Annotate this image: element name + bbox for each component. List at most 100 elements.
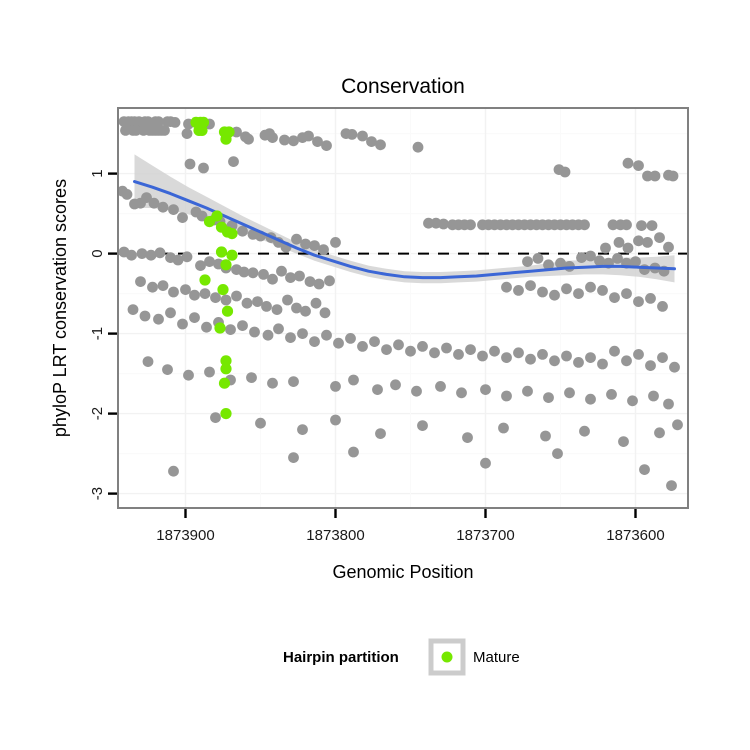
- scatter-point-other: [618, 436, 629, 447]
- legend: Hairpin partition Mature: [283, 638, 520, 676]
- scatter-point-other: [228, 156, 239, 168]
- scatter-point-other: [288, 376, 299, 387]
- scatter-point-other: [309, 336, 320, 347]
- scatter-point-other: [537, 349, 548, 360]
- scatter-point-other: [121, 189, 133, 200]
- scatter-point-other: [199, 288, 211, 299]
- scatter-point-other: [312, 136, 323, 148]
- scatter-point-mature: [220, 355, 232, 367]
- scatter-point-other: [159, 124, 170, 136]
- scatter-point-other: [297, 424, 308, 435]
- scatter-point-mature: [220, 408, 232, 420]
- scatter-point-other: [561, 283, 572, 295]
- scatter-point-mature: [199, 274, 211, 286]
- scatter-point-other: [633, 349, 644, 360]
- scatter-point-other: [294, 270, 305, 282]
- scatter-point-other: [501, 390, 512, 402]
- scatter-point-other: [366, 136, 377, 148]
- scatter-point-other: [357, 341, 368, 352]
- scatter-point-other: [267, 132, 278, 144]
- scatter-point-other: [220, 294, 232, 306]
- scatter-point-other: [157, 201, 169, 213]
- scatter-point-other: [513, 285, 524, 296]
- scatter-point-other: [417, 341, 428, 352]
- scatter-point-other: [579, 219, 590, 231]
- scatter-point-other: [241, 297, 253, 309]
- scatter-point-other: [594, 255, 605, 267]
- page-title: Conservation: [341, 75, 465, 98]
- scatter-point-other: [141, 192, 152, 204]
- scatter-point-other: [291, 302, 302, 314]
- scatter-point-mature: [220, 133, 232, 145]
- scatter-point-other: [136, 248, 148, 259]
- scatter-point-other: [666, 480, 677, 491]
- scatter-point-other: [663, 398, 674, 410]
- scatter-point-other: [321, 140, 332, 152]
- scatter-point-other: [321, 329, 332, 341]
- loess-fit-line: [133, 180, 676, 280]
- scatter-point-other: [300, 238, 311, 250]
- scatter-point-other: [279, 134, 290, 146]
- scatter-point-other: [552, 448, 563, 459]
- scatter-point-other: [309, 240, 320, 252]
- scatter-point-other: [196, 210, 208, 222]
- scatter-point-other: [649, 170, 661, 182]
- y-axis-tick-label: 0: [89, 249, 106, 257]
- scatter-point-other: [636, 220, 647, 232]
- scatter-point-other: [262, 329, 274, 341]
- scatter-point-other: [612, 253, 623, 264]
- confidence-ribbon-path: [134, 154, 675, 284]
- scatter-point-other: [348, 374, 359, 386]
- scatter-point-other: [148, 197, 160, 209]
- scatter-point-other: [162, 364, 173, 375]
- scatter-point-other: [559, 166, 571, 178]
- scatter-point-other: [189, 312, 200, 323]
- scatter-point-other: [153, 116, 164, 127]
- scatter-point-other: [168, 286, 179, 298]
- scatter-point-other: [642, 237, 653, 248]
- scatter-point-other: [201, 321, 212, 333]
- scatter-point-other: [585, 281, 596, 293]
- scatter-point-other: [273, 323, 284, 335]
- scatter-point-other: [120, 124, 131, 136]
- scatter-point-other: [304, 276, 316, 287]
- scatter-point-other: [423, 217, 434, 229]
- loess-fit-path: [133, 180, 676, 280]
- scatter-point-other: [142, 356, 154, 367]
- scatter-point-other: [630, 256, 641, 267]
- y-axis-tick-label: -3: [89, 487, 106, 500]
- scatter-point-other: [465, 344, 476, 355]
- scatter-points-mature: [190, 116, 238, 420]
- x-axis-tick-label: 1873800: [306, 527, 364, 544]
- scatter-point-other: [333, 337, 344, 349]
- scatter-point-mature: [220, 259, 232, 271]
- scatter-point-other: [210, 412, 221, 423]
- scatter-point-other: [456, 387, 467, 399]
- scatter-point-other: [181, 251, 193, 263]
- scatter-point-mature: [226, 249, 238, 261]
- scatter-point-other: [127, 304, 139, 315]
- scatter-point-other: [172, 254, 184, 266]
- scatter-point-other: [648, 390, 659, 402]
- scatter-point-other: [576, 252, 587, 263]
- scatter-point-other: [346, 129, 358, 140]
- scatter-point-other: [579, 425, 590, 437]
- scatter-point-other: [249, 326, 260, 338]
- scatter-point-other: [169, 117, 181, 128]
- scatter-point-other: [573, 357, 584, 368]
- scatter-point-other: [189, 289, 200, 301]
- scatter-point-other: [573, 288, 584, 299]
- scatter-point-other: [198, 162, 209, 174]
- scatter-point-mature: [218, 377, 231, 389]
- scatter-point-other: [645, 293, 656, 304]
- scatter-point-other: [252, 296, 263, 307]
- scatter-point-other: [357, 130, 368, 142]
- scatter-point-other: [522, 385, 533, 397]
- scatter-point-other: [369, 336, 380, 347]
- scatter-point-other: [310, 297, 322, 309]
- scatter-point-other: [348, 446, 359, 458]
- scatter-point-other: [597, 285, 608, 296]
- loess-confidence-ribbon: [134, 154, 675, 284]
- scatter-point-other: [532, 253, 544, 264]
- y-axis-title: phyloP LRT conservation scores: [50, 179, 70, 437]
